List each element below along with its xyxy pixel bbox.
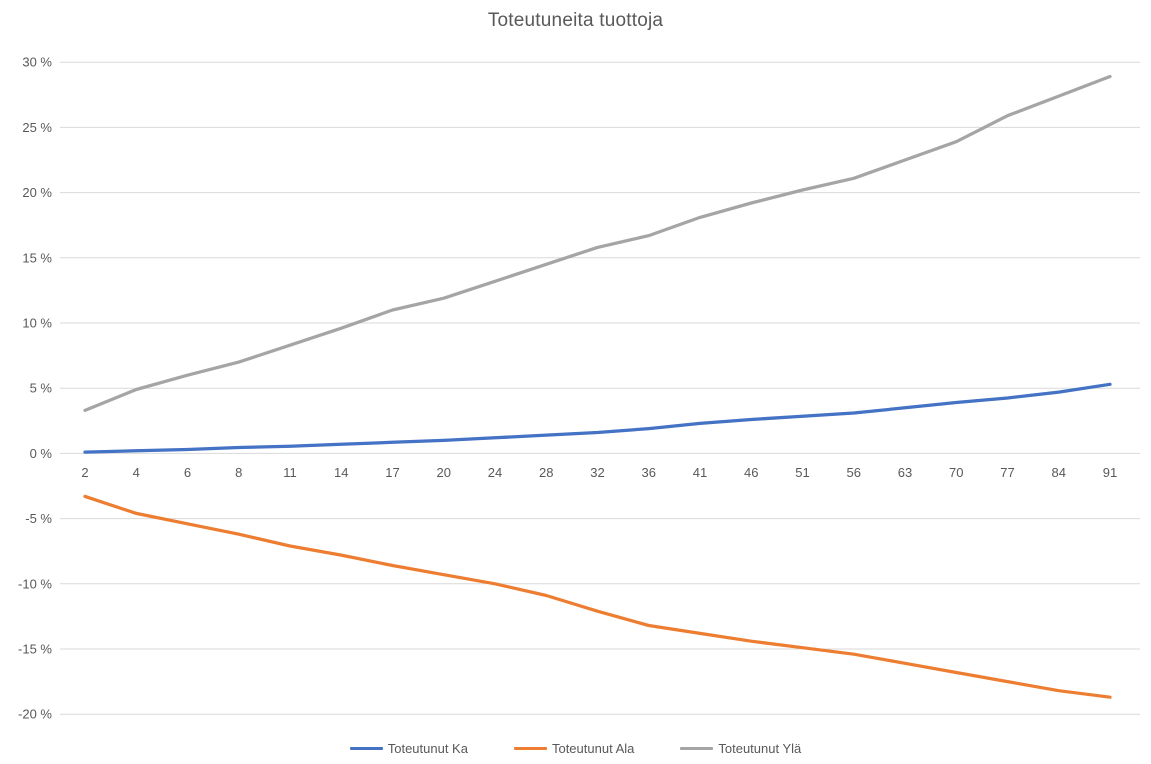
legend-label: Toteutunut Ka (387, 741, 468, 756)
y-axis-tick-label: 15 % (22, 250, 52, 265)
y-axis-tick-label: 25 % (22, 120, 52, 135)
x-axis-tick-label: 84 (1052, 465, 1066, 480)
y-axis-tick-label: 0 % (30, 446, 53, 461)
x-axis-tick-label: 4 (133, 465, 140, 480)
chart-title: Toteutuneita tuottoja (487, 10, 664, 31)
x-axis-tick-label: 11 (283, 465, 297, 480)
x-axis-tick-label: 41 (693, 465, 707, 480)
y-axis-tick-label: -10 % (18, 576, 52, 591)
legend-item-toteutunut-yl-: Toteutunut Ylä (680, 741, 801, 756)
x-axis-tick-label: 28 (539, 465, 553, 480)
x-axis-tick-label: 32 (590, 465, 604, 480)
y-axis-tick-label: 20 % (22, 185, 52, 200)
legend-line-marker (349, 746, 383, 751)
y-axis-tick-label: 30 % (22, 55, 52, 70)
x-axis-tick-label: 14 (334, 465, 348, 480)
x-axis-tick-label: 36 (642, 465, 656, 480)
x-axis-tick-label: 56 (847, 465, 861, 480)
y-axis-tick-label: -5 % (25, 511, 52, 526)
series-line-toteutunut-yl- (83, 74, 1112, 413)
y-axis-tick-label: 5 % (30, 381, 53, 396)
x-axis-tick-label: 70 (949, 465, 963, 480)
x-axis-tick-label: 20 (437, 465, 451, 480)
x-axis-tick-label: 17 (385, 465, 399, 480)
series-line-toteutunut-ala (83, 494, 1112, 699)
x-axis-tick-label: 91 (1103, 465, 1117, 480)
chart-legend: Toteutunut Ka Toteutunut Ala Toteutunut Yl… (0, 741, 1151, 756)
x-axis-tick-label: 63 (898, 465, 912, 480)
legend-label: Toteutunut Ala (551, 741, 635, 756)
x-axis-tick-label: 46 (744, 465, 758, 480)
x-axis-tick-label: 51 (795, 465, 809, 480)
y-axis-tick-label: -15 % (18, 642, 52, 657)
legend-line-marker (513, 746, 547, 751)
x-axis-tick-label: 77 (1000, 465, 1014, 480)
x-axis-tick-label: 24 (488, 465, 502, 480)
legend-item-toteutunut-ala: Toteutunut Ala (513, 741, 635, 756)
legend-line-marker (680, 746, 714, 751)
y-axis-tick-label: -20 % (18, 707, 52, 722)
series-line-toteutunut-ka (83, 382, 1112, 454)
legend-item-toteutunut-ka: Toteutunut Ka (349, 741, 468, 756)
x-axis-tick-label: 6 (184, 465, 191, 480)
y-axis-tick-label: 10 % (22, 316, 52, 331)
x-axis-tick-label: 2 (81, 465, 88, 480)
legend-label: Toteutunut Ylä (718, 741, 802, 756)
x-axis-tick-label: 8 (235, 465, 242, 480)
